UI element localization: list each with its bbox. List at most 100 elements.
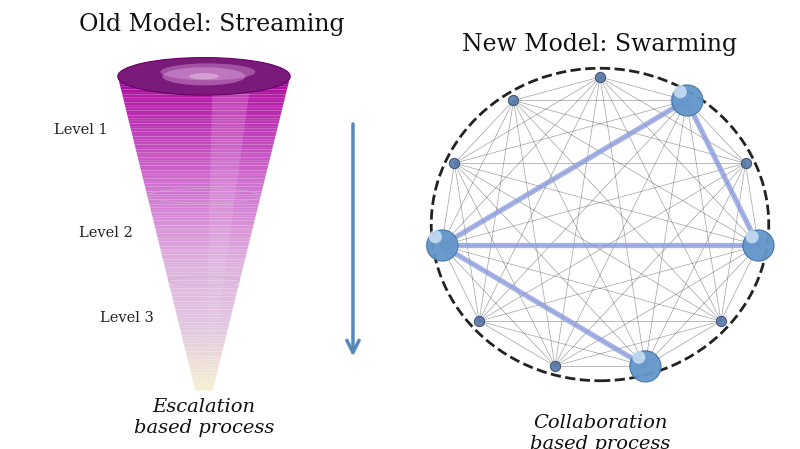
Polygon shape (176, 312, 232, 315)
Ellipse shape (189, 73, 219, 79)
Polygon shape (190, 367, 218, 370)
Polygon shape (208, 255, 227, 257)
Polygon shape (162, 255, 246, 257)
Polygon shape (123, 100, 285, 102)
Polygon shape (138, 158, 270, 160)
Polygon shape (209, 233, 230, 236)
Polygon shape (208, 262, 226, 265)
Polygon shape (208, 270, 225, 273)
Polygon shape (147, 197, 261, 199)
Polygon shape (210, 152, 241, 155)
Polygon shape (147, 194, 261, 197)
Polygon shape (207, 307, 220, 309)
Text: Level 3: Level 3 (100, 311, 154, 326)
Text: New Model: Swarming: New Model: Swarming (462, 33, 738, 56)
Polygon shape (210, 165, 239, 168)
Polygon shape (210, 160, 240, 163)
Polygon shape (169, 283, 239, 286)
Polygon shape (136, 150, 272, 152)
Polygon shape (120, 87, 288, 89)
Polygon shape (119, 82, 289, 84)
Polygon shape (209, 223, 231, 225)
Polygon shape (126, 110, 282, 113)
Polygon shape (209, 220, 232, 223)
Polygon shape (140, 168, 268, 171)
Polygon shape (194, 385, 214, 388)
Polygon shape (154, 225, 254, 228)
Polygon shape (164, 265, 244, 268)
Polygon shape (155, 228, 253, 231)
Ellipse shape (201, 76, 207, 77)
Polygon shape (206, 312, 219, 315)
Polygon shape (194, 388, 214, 391)
Ellipse shape (130, 60, 278, 92)
Polygon shape (122, 95, 286, 97)
Polygon shape (206, 346, 214, 349)
Polygon shape (144, 184, 264, 186)
Polygon shape (213, 79, 251, 82)
Polygon shape (145, 186, 263, 189)
Polygon shape (178, 322, 230, 325)
Polygon shape (154, 220, 254, 223)
Polygon shape (144, 181, 264, 184)
Polygon shape (210, 207, 234, 210)
Polygon shape (122, 92, 286, 95)
Polygon shape (207, 289, 222, 291)
Polygon shape (134, 145, 274, 147)
Ellipse shape (161, 63, 255, 80)
Polygon shape (211, 121, 246, 123)
Polygon shape (127, 116, 281, 118)
Polygon shape (209, 228, 230, 231)
Polygon shape (211, 126, 245, 129)
Polygon shape (207, 299, 221, 302)
Polygon shape (209, 236, 230, 239)
Polygon shape (206, 330, 217, 333)
Ellipse shape (162, 67, 246, 85)
Polygon shape (210, 199, 234, 202)
Polygon shape (167, 278, 241, 281)
Text: Collaboration
based process: Collaboration based process (530, 414, 670, 449)
Polygon shape (121, 89, 287, 92)
Polygon shape (206, 335, 216, 338)
Polygon shape (127, 113, 281, 116)
Polygon shape (209, 231, 230, 233)
Polygon shape (212, 105, 247, 108)
Polygon shape (175, 309, 233, 312)
Polygon shape (126, 108, 282, 110)
Polygon shape (212, 100, 248, 102)
Polygon shape (141, 171, 267, 173)
Polygon shape (212, 97, 249, 100)
Polygon shape (153, 218, 255, 220)
Polygon shape (209, 215, 233, 218)
Polygon shape (191, 375, 217, 378)
Polygon shape (137, 155, 271, 158)
Polygon shape (212, 110, 247, 113)
Polygon shape (210, 176, 238, 178)
Polygon shape (171, 294, 237, 296)
Polygon shape (135, 147, 273, 150)
Polygon shape (130, 123, 278, 126)
Polygon shape (159, 244, 249, 247)
Polygon shape (165, 268, 243, 270)
Polygon shape (178, 320, 230, 322)
Polygon shape (209, 225, 231, 228)
Polygon shape (210, 173, 238, 176)
Ellipse shape (124, 59, 284, 94)
Polygon shape (212, 95, 249, 97)
Polygon shape (130, 126, 278, 129)
Polygon shape (166, 270, 242, 273)
Ellipse shape (142, 63, 266, 90)
Polygon shape (189, 365, 219, 367)
Ellipse shape (136, 62, 272, 91)
Polygon shape (210, 171, 238, 173)
Point (507, 97, 520, 104)
Polygon shape (206, 317, 218, 320)
Polygon shape (210, 168, 239, 171)
Polygon shape (212, 108, 247, 110)
Polygon shape (137, 152, 271, 155)
Polygon shape (157, 233, 251, 236)
Ellipse shape (138, 62, 270, 91)
Text: Level 1: Level 1 (54, 123, 107, 137)
Polygon shape (208, 273, 225, 275)
Polygon shape (212, 87, 250, 89)
